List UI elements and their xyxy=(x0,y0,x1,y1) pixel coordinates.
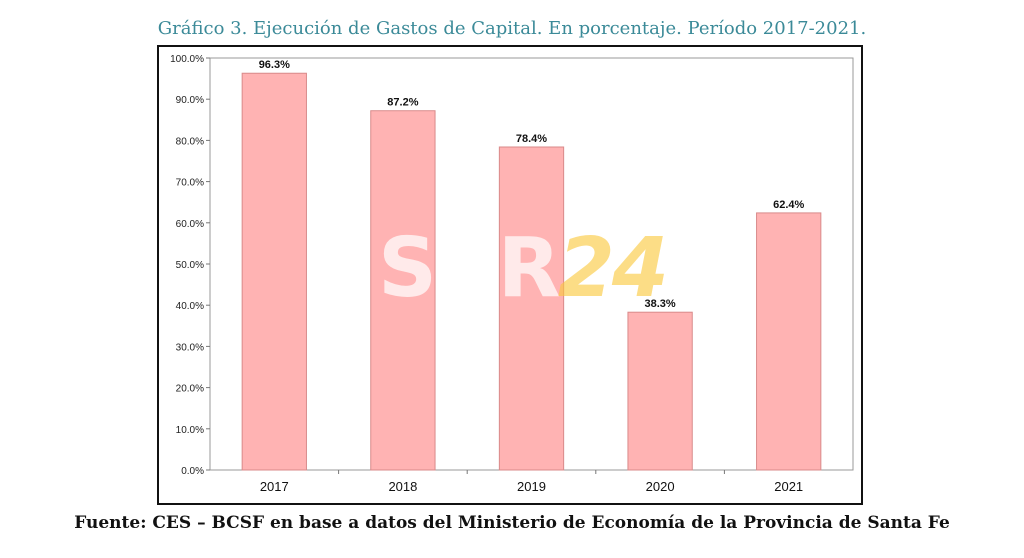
data-label: 87.2% xyxy=(387,97,418,109)
y-tick-label: 20.0% xyxy=(176,384,204,395)
bar xyxy=(756,212,822,471)
chart-frame: 0.0% 10.0% 20.0% 30.0% 40.0% 50.0% 60.0% 70.0% 8… xyxy=(157,45,863,505)
data-label: 38.3% xyxy=(644,298,675,310)
y-tick-label: 70.0% xyxy=(176,178,204,189)
x-axis: 2017 2018 2019 2020 2021 xyxy=(260,470,803,494)
x-tick-label: 2019 xyxy=(517,479,546,494)
bar xyxy=(627,311,693,471)
x-tick-label: 2020 xyxy=(646,479,675,494)
y-axis: 0.0% 10.0% 20.0% 30.0% 40.0% 50.0% 60.0% 70.0% 8… xyxy=(170,54,210,477)
chart-title: Gráfico 3. Ejecución de Gastos de Capita… xyxy=(157,18,867,39)
source-note: Fuente: CES – BCSF en base a datos del M… xyxy=(74,513,950,533)
data-label: 96.3% xyxy=(259,59,290,71)
y-tick-label: 100.0% xyxy=(170,54,204,65)
x-tick-label: 2018 xyxy=(388,479,417,494)
bar xyxy=(498,146,565,471)
y-tick-label: 60.0% xyxy=(176,219,204,230)
x-tick-label: 2021 xyxy=(774,479,803,494)
data-label: 62.4% xyxy=(773,199,804,211)
y-tick-label: 50.0% xyxy=(176,260,204,271)
data-label: 78.4% xyxy=(516,133,547,145)
y-tick-label: 0.0% xyxy=(181,466,204,477)
bar xyxy=(241,72,307,471)
y-tick-label: 10.0% xyxy=(176,425,204,436)
bar-chart: 0.0% 10.0% 20.0% 30.0% 40.0% 50.0% 60.0% 70.0% 8… xyxy=(170,54,854,494)
y-tick-label: 40.0% xyxy=(176,301,204,312)
y-tick-label: 80.0% xyxy=(176,136,204,147)
y-tick-label: 90.0% xyxy=(176,95,204,106)
bar xyxy=(370,110,436,471)
y-tick-label: 30.0% xyxy=(176,342,204,353)
data-labels: 96.3% 87.2% 78.4% 38.3% 62.4% xyxy=(259,59,805,310)
x-tick-label: 2017 xyxy=(260,479,289,494)
bars xyxy=(241,72,822,471)
